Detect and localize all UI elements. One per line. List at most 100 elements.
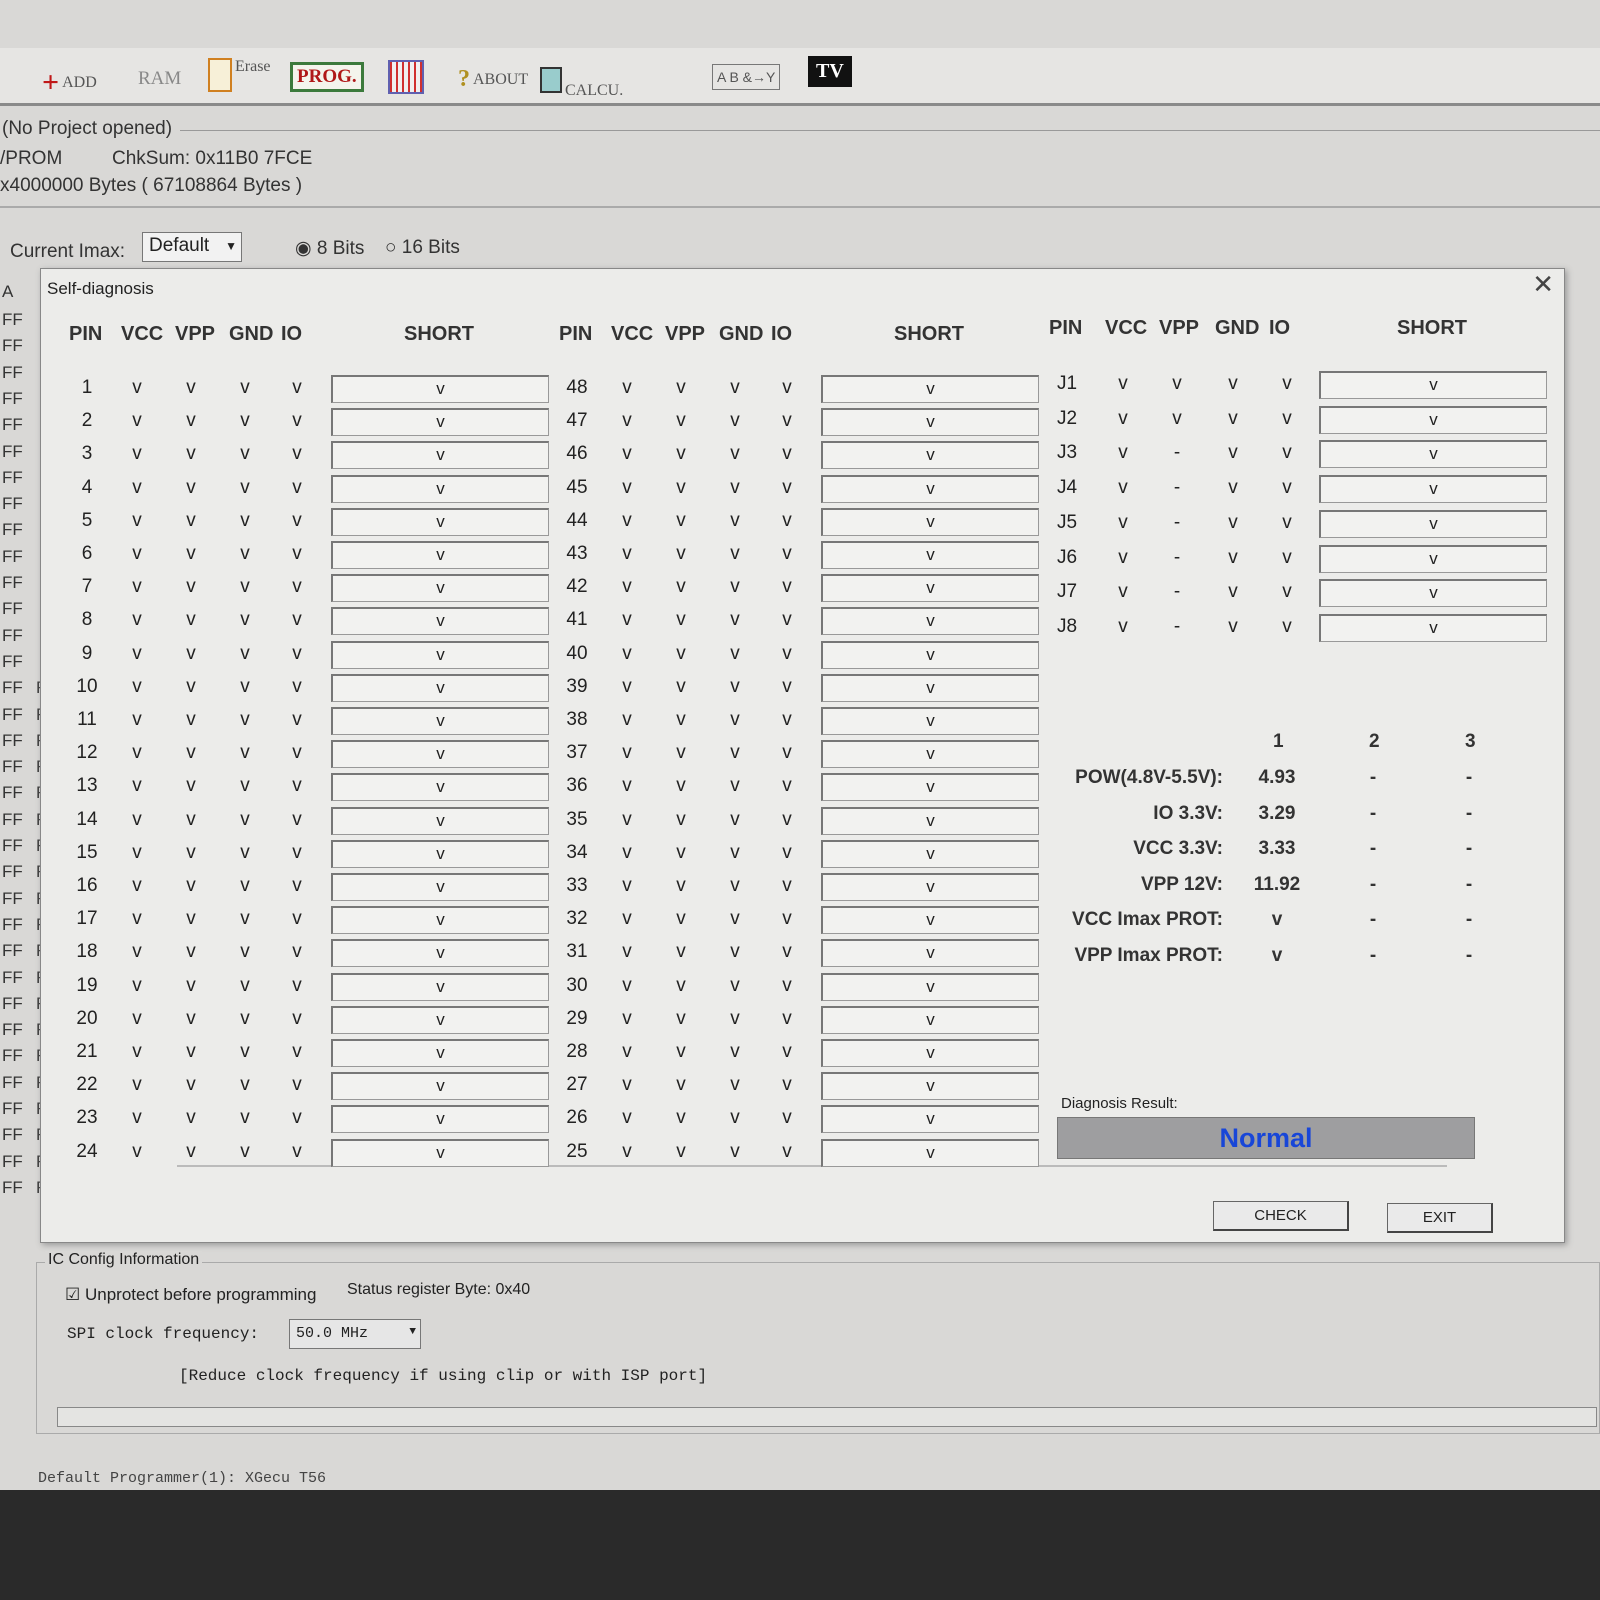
check-gnd: v [730,908,740,930]
tv-button[interactable]: TV [808,56,852,87]
short-field[interactable]: v [1319,544,1547,573]
chip-icon[interactable] [388,60,424,94]
short-field[interactable]: v [821,740,1039,769]
short-field[interactable]: v [821,607,1039,636]
short-field[interactable]: v [331,1039,549,1067]
short-field[interactable]: v [821,773,1039,802]
prog-button[interactable]: PROG. [290,62,364,92]
short-field[interactable]: v [331,673,549,702]
short-field[interactable]: v [821,839,1039,868]
short-field[interactable]: v [821,507,1039,536]
check-io: v [782,775,792,797]
short-field[interactable]: v [821,806,1039,835]
short-field[interactable]: v [1319,371,1547,399]
short-field[interactable]: v [1319,475,1547,504]
short-field[interactable]: v [331,906,549,935]
short-field[interactable]: v [331,1072,549,1101]
short-field[interactable]: v [331,839,549,868]
short-field[interactable]: v [331,806,549,835]
short-field[interactable]: v [1319,613,1547,642]
short-field[interactable]: v [331,441,549,470]
check-vcc: v [132,941,142,963]
short-field[interactable]: v [331,707,549,735]
check-vpp: v [676,410,686,432]
check-io: v [292,576,302,598]
short-field[interactable]: v [821,673,1039,702]
check-vpp: v [676,1007,686,1029]
short-field[interactable]: v [331,873,549,901]
short-field[interactable]: v [821,640,1039,669]
short-field[interactable]: v [1319,579,1547,608]
short-field[interactable]: v [821,906,1039,935]
pin-number: 44 [566,509,588,531]
check-io: v [1282,407,1292,429]
short-field[interactable]: v [821,1105,1039,1134]
question-icon: ? [458,66,470,92]
short-field[interactable]: v [1319,405,1547,434]
radio-8bits[interactable]: ◉ 8 Bits [295,238,365,259]
short-field[interactable]: v [821,474,1039,503]
hex-cell: FF [2,441,23,461]
voltage-label: POW(4.8V-5.5V): [1075,767,1223,788]
short-field[interactable]: v [331,607,549,636]
add-button[interactable]: + ADD [42,66,97,99]
pin-number: 19 [76,974,98,996]
short-field[interactable]: v [821,972,1039,1001]
check-vpp: v [186,377,196,398]
hex-cell: FF [2,757,23,777]
short-field[interactable]: v [331,740,549,769]
short-field[interactable]: v [821,707,1039,735]
short-field[interactable]: v [821,574,1039,603]
short-field[interactable]: v [331,408,549,437]
short-field[interactable]: v [331,1005,549,1034]
unprotect-checkbox[interactable]: ☑ Unprotect before programming [65,1285,317,1304]
short-field[interactable]: v [1319,509,1547,538]
check-vcc: v [132,908,142,930]
short-field[interactable]: v [821,873,1039,901]
short-field[interactable]: v [821,408,1039,437]
spi-select[interactable]: 50.0 MHz ▼ [289,1319,421,1349]
short-field[interactable]: v [331,773,549,802]
short-field[interactable]: v [331,375,549,403]
short-field[interactable]: v [821,375,1039,403]
short-field[interactable]: v [331,541,549,569]
short-field[interactable]: v [821,1072,1039,1101]
check-vpp: v [676,1074,686,1096]
short-field[interactable]: v [331,1105,549,1134]
check-vpp: v [676,875,686,896]
check-vpp: v [1172,373,1182,394]
radio-16bits[interactable]: ○ 16 Bits [385,237,460,258]
voltage-value: - [1369,767,1377,788]
short-field[interactable]: v [821,1005,1039,1034]
pin-number: 18 [76,941,98,963]
imax-select[interactable]: Default ▼ [142,232,242,262]
check-vcc: v [622,1041,632,1062]
pin-number: 36 [566,775,588,797]
short-field[interactable]: v [821,939,1039,968]
check-button[interactable]: CHECK [1213,1201,1349,1231]
short-field[interactable]: v [821,1039,1039,1067]
short-field[interactable]: v [331,1138,549,1167]
check-gnd: v [730,875,740,896]
close-icon[interactable]: ✕ [1532,269,1554,299]
ram-button[interactable]: RAM [138,68,182,89]
check-gnd: v [1228,477,1238,499]
short-field[interactable]: v [1319,440,1547,469]
short-field[interactable]: v [821,541,1039,569]
short-field[interactable]: v [821,1138,1039,1167]
check-vcc: v [622,377,632,398]
logic-gate-button[interactable]: A B &→Y [712,64,781,90]
short-field[interactable]: v [331,939,549,968]
about-button[interactable]: ? ABOUT [458,66,529,92]
erase-button[interactable]: Erase [208,58,271,92]
short-field[interactable]: v [821,441,1039,470]
calcu-button[interactable]: CALCU. [540,60,623,100]
check-vcc: v [132,1140,142,1162]
short-field[interactable]: v [331,574,549,603]
short-field[interactable]: v [331,972,549,1001]
short-field[interactable]: v [331,474,549,503]
pin-number: 23 [76,1107,98,1129]
short-field[interactable]: v [331,507,549,536]
exit-button[interactable]: EXIT [1387,1203,1493,1233]
short-field[interactable]: v [331,640,549,669]
